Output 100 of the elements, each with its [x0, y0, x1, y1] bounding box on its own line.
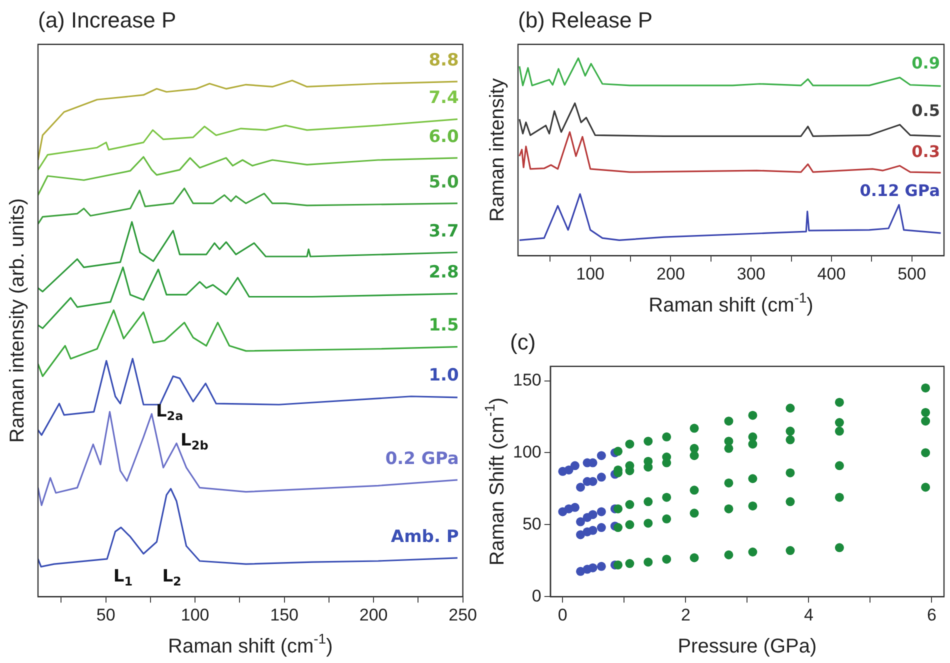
- point: [748, 410, 758, 420]
- point: [625, 559, 634, 568]
- point: [921, 383, 930, 392]
- series-label: 8.8: [428, 50, 459, 70]
- x-tick-label: 150: [270, 605, 299, 624]
- point: [748, 501, 758, 510]
- point: [625, 500, 634, 510]
- point: [588, 526, 598, 535]
- point: [921, 448, 930, 458]
- series-label: 7.4: [428, 88, 459, 108]
- point: [614, 560, 623, 570]
- point: [834, 543, 844, 552]
- point: [724, 416, 734, 426]
- point: [576, 482, 585, 492]
- point: [644, 436, 653, 446]
- point: [564, 465, 574, 474]
- x-tick-label: 250: [448, 605, 478, 624]
- x-tick-label: 6: [926, 605, 936, 624]
- chart-title: (c): [510, 329, 536, 354]
- series-label: 0.12 GPa: [860, 181, 940, 200]
- point: [834, 492, 844, 502]
- point: [690, 508, 699, 518]
- point: [596, 472, 606, 482]
- point: [588, 563, 598, 572]
- point: [834, 461, 844, 470]
- point: [662, 554, 672, 564]
- point: [748, 548, 758, 556]
- point: [596, 507, 606, 516]
- point: [662, 492, 672, 502]
- y-axis-title: Raman Shift (cm-1): [481, 397, 509, 566]
- point: [921, 482, 930, 492]
- x-tick-label: 400: [817, 264, 846, 284]
- point: [625, 520, 634, 530]
- point: [625, 440, 634, 449]
- point: [834, 398, 844, 407]
- series-label: 1.5: [428, 316, 459, 336]
- x-tick-label: 100: [576, 264, 605, 284]
- series-label: 5.0: [428, 172, 459, 192]
- x-tick-label: 200: [359, 605, 388, 624]
- x-tick-label: 50: [96, 605, 116, 624]
- point: [614, 446, 623, 456]
- series-label: Amb. P: [390, 526, 459, 547]
- x-tick-label: 500: [898, 264, 926, 284]
- x-tick-label: 4: [804, 605, 814, 624]
- chart-title: (a) Increase P: [38, 7, 176, 32]
- point: [921, 416, 930, 426]
- point: [588, 510, 598, 520]
- point: [662, 514, 672, 524]
- x-tick-label: 100: [180, 605, 210, 624]
- point: [596, 523, 606, 532]
- point: [576, 517, 585, 526]
- point: [614, 523, 623, 532]
- point: [690, 486, 699, 495]
- point: [748, 474, 758, 484]
- point: [786, 426, 795, 436]
- point: [786, 497, 795, 506]
- x-tick-label: 0: [558, 605, 568, 624]
- y-tick-label: 150: [512, 370, 542, 390]
- series-label: 6.0: [428, 126, 459, 147]
- point: [724, 550, 734, 560]
- y-tick-label: 100: [512, 442, 542, 462]
- point: [644, 497, 653, 506]
- y-axis-title: Raman intensity: [486, 78, 509, 222]
- point: [921, 408, 930, 417]
- x-tick-label: 200: [656, 264, 685, 284]
- point: [786, 404, 795, 413]
- point: [662, 432, 672, 442]
- series-label: 0.2 GPa: [385, 448, 459, 469]
- point: [596, 562, 606, 571]
- y-tick-label: 0: [532, 586, 542, 606]
- point: [690, 424, 699, 433]
- point: [724, 504, 734, 514]
- point: [570, 502, 580, 512]
- y-tick-label: 50: [522, 514, 542, 534]
- point: [690, 451, 699, 460]
- point: [614, 504, 623, 514]
- x-tick-label: 2: [680, 605, 690, 624]
- point: [690, 553, 699, 562]
- series-label: 0.9: [912, 54, 940, 73]
- point: [786, 468, 795, 478]
- series-label: 1.0: [428, 365, 459, 386]
- point: [786, 435, 795, 444]
- point: [786, 546, 795, 556]
- point: [724, 478, 734, 488]
- point: [644, 518, 653, 528]
- point: [724, 444, 734, 453]
- series-label: 0.5: [912, 100, 940, 120]
- point: [748, 440, 758, 449]
- point: [644, 558, 653, 567]
- point: [570, 461, 580, 470]
- x-tick-label: 300: [736, 264, 766, 284]
- series-label: 0.3: [912, 142, 940, 161]
- series-label: 2.8: [428, 262, 459, 283]
- chart-title: (b) Release P: [518, 7, 653, 32]
- series-label: 3.7: [428, 221, 459, 242]
- x-axis-title: Pressure (GPa): [678, 636, 817, 658]
- point: [596, 451, 606, 460]
- point: [834, 426, 844, 436]
- point: [834, 418, 844, 428]
- y-axis-title: Raman intensity (arb. units): [6, 198, 29, 443]
